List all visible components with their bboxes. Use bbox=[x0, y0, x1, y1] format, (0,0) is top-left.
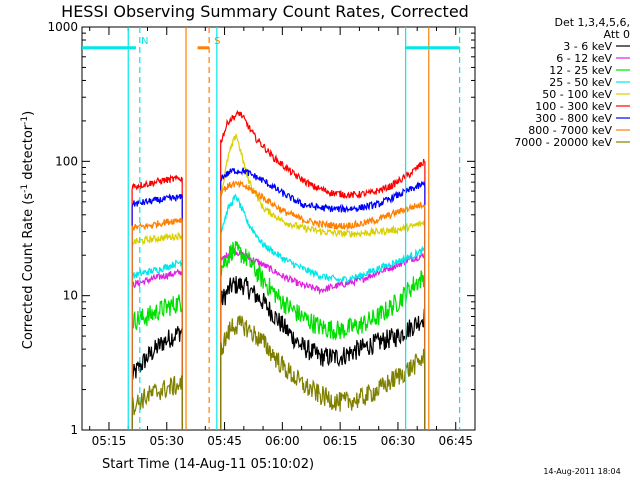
legend-entry-label: 6 - 12 keV bbox=[556, 52, 612, 65]
series-3-6keV bbox=[131, 276, 426, 430]
series-line-segment bbox=[220, 133, 426, 430]
y-label-sup2: -1 bbox=[20, 116, 30, 125]
generation-stamp: 14-Aug-2011 18:04 bbox=[543, 467, 620, 476]
legend-entry-label: 300 - 800 keV bbox=[535, 112, 612, 125]
plot-frame: 1 10 100 1000 05:15 05:30 05:45 06:00 06:15 06:30… bbox=[47, 20, 476, 448]
x-tick-label: 06:45 bbox=[438, 434, 473, 448]
flag-label: S bbox=[214, 36, 220, 47]
y-tick-label: 1 bbox=[70, 423, 78, 437]
chart-title: HESSI Observing Summary Count Rates, Cor… bbox=[61, 2, 469, 21]
y-tick-label: 10 bbox=[63, 289, 78, 303]
flag-label: N bbox=[141, 36, 148, 47]
series-line-segment bbox=[131, 217, 183, 430]
legend-entry-label: 800 - 7000 keV bbox=[528, 124, 612, 137]
y-label-part3: ) bbox=[21, 111, 36, 116]
legend-entry-label: 7000 - 20000 keV bbox=[514, 136, 612, 149]
series-line-segment bbox=[220, 315, 426, 430]
series-line-segment bbox=[220, 193, 426, 430]
plot-border bbox=[81, 26, 476, 431]
legend-entry-label: 100 - 300 keV bbox=[535, 100, 612, 113]
series-line-segment bbox=[220, 276, 426, 430]
series-7000-20000keV bbox=[131, 315, 426, 430]
legend-entry-label: 12 - 25 keV bbox=[549, 64, 612, 77]
y-label-part2: detector bbox=[21, 124, 36, 184]
legend-header-line: Det 1,3,4,5,6, bbox=[554, 16, 630, 29]
series-line-segment bbox=[220, 109, 426, 430]
x-tick-label: 05:15 bbox=[92, 434, 127, 448]
x-tick-label: 05:30 bbox=[149, 434, 184, 448]
x-tick-label: 06:30 bbox=[381, 434, 416, 448]
y-tick-label: 1000 bbox=[47, 20, 78, 34]
legend-header-line: Att 0 bbox=[604, 28, 630, 41]
y-label-sup1: -1 bbox=[20, 184, 30, 193]
y-label-part1: Corrected Count Rate (s bbox=[21, 193, 36, 350]
series-layer bbox=[131, 109, 426, 430]
x-tick-label: 06:00 bbox=[265, 434, 300, 448]
series-line-segment bbox=[131, 326, 183, 430]
legend-entry-label: 50 - 100 keV bbox=[542, 88, 612, 101]
y-tick-label: 100 bbox=[55, 154, 78, 168]
y-axis-label: Corrected Count Rate (s-1 detector-1) bbox=[20, 111, 36, 349]
series-line-segment bbox=[220, 240, 426, 430]
legend-entry-label: 25 - 50 keV bbox=[549, 76, 612, 89]
series-800-7000keV bbox=[131, 179, 426, 430]
series-line-segment bbox=[220, 167, 426, 430]
series-line-segment bbox=[220, 179, 426, 430]
series-line-segment bbox=[131, 375, 183, 430]
legend-entry-label: 3 - 6 keV bbox=[563, 40, 612, 53]
x-tick-label: 06:15 bbox=[323, 434, 358, 448]
x-tick-label: 05:45 bbox=[207, 434, 242, 448]
x-axis-label: Start Time (14-Aug-11 05:10:02) bbox=[102, 457, 314, 472]
